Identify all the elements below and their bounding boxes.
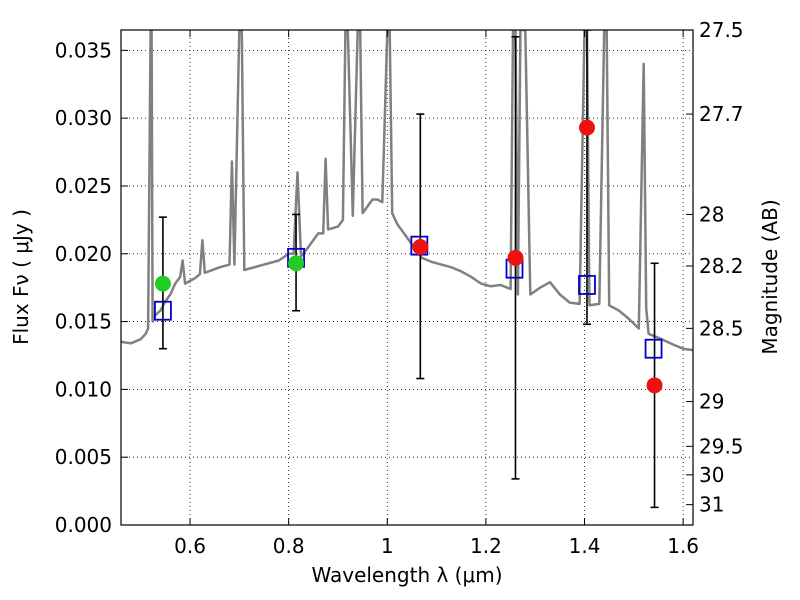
y2-tick-label: 28 [699,202,724,226]
plot-area [121,30,693,509]
x-tick-label: 0.6 [174,534,206,558]
y2-tick-label: 28.5 [699,316,744,340]
y-tick-label: 0.010 [55,377,112,401]
y2-tick-label: 30 [699,463,724,487]
y2-tick-label: 29 [699,390,724,414]
measurement-point [507,249,524,266]
y2-tick-label: 29.5 [699,434,744,458]
x-tick-label: 1.4 [569,534,601,558]
y-tick-label: 0.020 [55,242,112,266]
y2-tick-label: 27.7 [699,102,744,126]
sed-line [121,30,693,352]
x-tick-label: 1 [381,534,394,558]
y-tick-label: 0.025 [55,174,112,198]
model-box [578,275,596,295]
y2-tick-label: 27.5 [699,18,744,42]
y-tick-label: 0.035 [55,38,112,62]
plot-frame [120,29,694,526]
measurement-point [412,238,429,255]
model-box [644,338,663,359]
y-axis-title: Flux Fν ( μJy ) [9,209,33,345]
y-tick-label: 0.000 [55,513,112,537]
y2-axis-title: Magnitude (AB) [758,199,782,354]
x-tick-label: 0.8 [273,534,305,558]
grid-lines [121,30,693,525]
axis-ticks [121,29,693,526]
y-tick-label: 0.015 [55,310,112,334]
x-tick-label: 1.6 [667,534,699,558]
y-tick-label: 0.030 [55,106,112,130]
y2-tick-label: 31 [699,493,724,517]
tick-labels: 0.6 0.8 1 1.2 1.4 1.6 0.000 0.005 0.010 0.015 0.02… [55,18,744,558]
detection-point [154,275,171,292]
y-tick-label: 0.005 [55,445,112,469]
x-tick-label: 1.2 [470,534,502,558]
x-axis-title: Wavelength λ (μm) [311,563,502,587]
detection-point [288,255,305,272]
y2-tick-label: 28.2 [699,254,744,278]
model-box [154,300,172,321]
measurement-point [646,377,663,394]
measurement-point [578,119,595,136]
